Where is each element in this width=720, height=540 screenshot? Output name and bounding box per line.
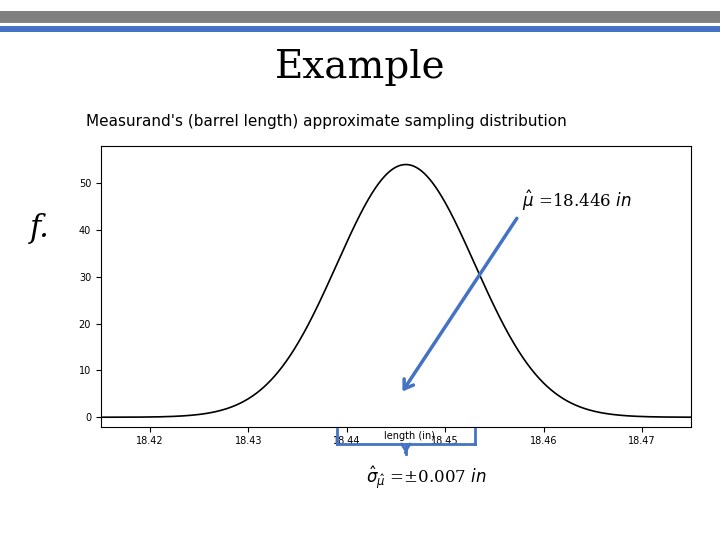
Text: Example: Example <box>275 49 445 86</box>
Text: f.: f. <box>30 213 50 244</box>
Text: length (in): length (in) <box>384 431 436 441</box>
Text: $\hat{\mu}$ =18.446 $\mathit{in}$: $\hat{\mu}$ =18.446 $\mathit{in}$ <box>522 188 631 213</box>
Text: Measurand's (barrel length) approximate sampling distribution: Measurand's (barrel length) approximate … <box>86 114 567 129</box>
Text: $\hat{\sigma}_{\hat{\mu}}$ =±0.007 $\mathit{in}$: $\hat{\sigma}_{\hat{\mu}}$ =±0.007 $\mat… <box>366 464 487 491</box>
